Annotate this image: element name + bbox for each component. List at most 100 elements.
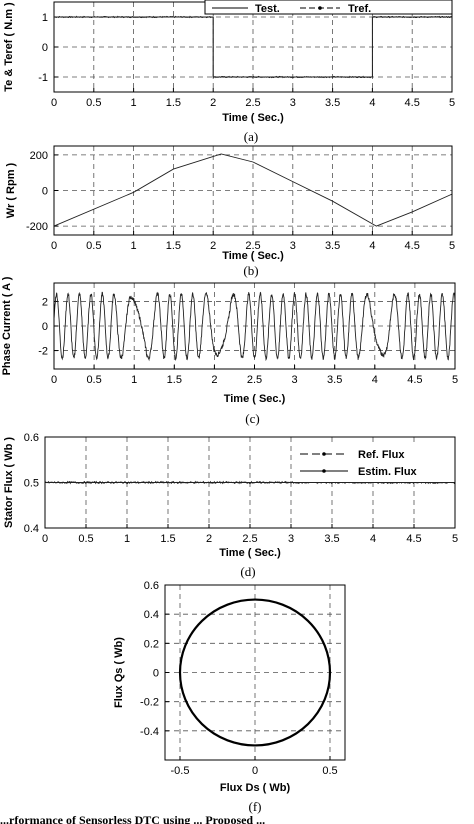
legend: Test. Tref. bbox=[204, 0, 453, 15]
x-tick-label: 2 bbox=[210, 97, 216, 109]
x-tick-label: 0 bbox=[51, 97, 57, 109]
x-tick-label: 5 bbox=[449, 240, 455, 252]
x-tick-label: 3.5 bbox=[327, 374, 342, 386]
x-tick-label: 5 bbox=[452, 533, 458, 545]
x-tick-label: 4 bbox=[369, 240, 375, 252]
series-line bbox=[54, 16, 452, 78]
x-axis-label: Time ( Sec.) bbox=[222, 250, 284, 262]
x-tick-label: 0 bbox=[51, 374, 57, 386]
series-line bbox=[53, 153, 453, 227]
panel-caption: (a) bbox=[244, 129, 258, 144]
x-tick-label: 4.5 bbox=[407, 374, 422, 386]
x-tick-label: 2.5 bbox=[245, 97, 260, 109]
x-tick-label: 1 bbox=[131, 240, 137, 252]
flux-locus bbox=[178, 598, 332, 747]
y-tick-label: 0.4 bbox=[24, 523, 39, 535]
y-tick-label: -0.4 bbox=[140, 726, 159, 738]
x-tick-label: 1.5 bbox=[166, 240, 181, 252]
x-tick-label: 0.5 bbox=[86, 374, 101, 386]
y-tick-label: 0 bbox=[42, 321, 48, 333]
plot-frame bbox=[53, 145, 453, 236]
plot-frame bbox=[44, 436, 456, 529]
chart-a: 0 0.5 1 1.5 2 2.5 3 3.5 4 4.5 5 1 0 -1 Test. Tref. Time … bbox=[3, 0, 455, 144]
y-axis-label: Stator Flux ( Wb ) bbox=[3, 437, 15, 528]
y-tick-label: 0.6 bbox=[24, 432, 39, 444]
y-tick-label: 2 bbox=[42, 296, 48, 308]
legend-marker bbox=[322, 469, 326, 473]
x-axis-label: Time ( Sec.) bbox=[219, 547, 281, 559]
x-tick-label: 0.5 bbox=[78, 533, 93, 545]
x-tick-label: 1.5 bbox=[167, 374, 182, 386]
x-tick-label: 4 bbox=[372, 374, 378, 386]
legend-box bbox=[204, 0, 453, 15]
x-tick-label: 5 bbox=[452, 374, 458, 386]
x-tick-label: 4 bbox=[370, 533, 376, 545]
x-tick-label: 4 bbox=[369, 97, 375, 109]
x-tick-label: 3 bbox=[290, 240, 296, 252]
x-tick-label: 0.5 bbox=[322, 765, 337, 777]
series-line bbox=[53, 291, 456, 362]
legend-entry: Estim. Flux bbox=[358, 466, 418, 478]
x-tick-label: 3.5 bbox=[325, 97, 340, 109]
x-tick-label: 3.5 bbox=[324, 533, 339, 545]
y-tick-label: 200 bbox=[30, 150, 48, 162]
x-tick-label: 0.5 bbox=[86, 240, 101, 252]
panel-caption: (b) bbox=[243, 263, 258, 278]
y-axis-label: Phase Current ( A ) bbox=[1, 276, 13, 375]
legend-entry: Test. bbox=[255, 3, 280, 15]
x-tick-label: 2 bbox=[211, 374, 217, 386]
y-axis-label: Te & Teref ( N.m ) bbox=[3, 2, 15, 92]
y-tick-label: 0.6 bbox=[144, 580, 159, 592]
y-tick-label: 0.2 bbox=[144, 638, 159, 650]
legend-marker bbox=[318, 6, 322, 10]
y-tick-label: 1 bbox=[42, 12, 48, 24]
legend-entry: Ref. Flux bbox=[358, 449, 405, 461]
x-tick-label: 0 bbox=[42, 533, 48, 545]
x-tick-label: 4.5 bbox=[405, 97, 420, 109]
x-tick-label: 2.5 bbox=[245, 240, 260, 252]
x-tick-label: 3.5 bbox=[325, 240, 340, 252]
panel-caption: (f) bbox=[249, 799, 262, 814]
y-axis-label: Flux Qs ( Wb) bbox=[113, 637, 125, 708]
x-axis-label: Time ( Sec.) bbox=[222, 112, 284, 124]
legend-entry: Tref. bbox=[348, 3, 371, 15]
chart-c: 0 0.5 1 1.5 2 2.5 3 3.5 4 4.5 5 2 0 -2 Time ( Sec.) Pha… bbox=[1, 276, 458, 426]
chart-d: 0 0.5 1 1.5 2 2.5 3 3.5 4 4.5 5 0.6 0.5 0.4 Ref. Flux E… bbox=[3, 432, 458, 579]
x-tick-label: 2.5 bbox=[247, 374, 262, 386]
x-tick-label: 5 bbox=[449, 97, 455, 109]
panel-caption: (c) bbox=[245, 411, 259, 426]
x-tick-label: 4.5 bbox=[405, 240, 420, 252]
x-axis-label: Time ( Sec.) bbox=[224, 393, 286, 405]
y-tick-label: 0 bbox=[42, 186, 48, 198]
x-tick-label: 3 bbox=[292, 374, 298, 386]
x-tick-label: 1 bbox=[131, 374, 137, 386]
y-tick-label: 0 bbox=[42, 42, 48, 54]
chart-f: -0.5 0 0.5 0.6 0.4 0.2 0 -0.2 -0.4 Flux Ds ( Wb) F… bbox=[113, 580, 346, 814]
legend-box bbox=[293, 444, 453, 482]
x-tick-label: 0 bbox=[51, 240, 57, 252]
figure-caption-fragment: ...rformance of Sensorless DTC using ...… bbox=[0, 813, 265, 824]
x-tick-label: 4.5 bbox=[406, 533, 421, 545]
x-tick-label: 3 bbox=[290, 97, 296, 109]
x-axis-label: Flux Ds ( Wb) bbox=[220, 782, 291, 794]
y-tick-label: -1 bbox=[38, 72, 48, 84]
x-tick-label: 1 bbox=[131, 97, 137, 109]
y-tick-label: 0.5 bbox=[24, 478, 39, 490]
y-tick-label: 0.4 bbox=[144, 609, 159, 621]
x-tick-label: 1.5 bbox=[160, 533, 175, 545]
y-tick-label: -0.2 bbox=[140, 697, 159, 709]
x-tick-label: 0 bbox=[252, 765, 258, 777]
plot-frame bbox=[53, 282, 456, 370]
x-tick-label: 2.5 bbox=[242, 533, 257, 545]
y-tick-label: -2 bbox=[38, 346, 48, 358]
x-tick-label: 3 bbox=[288, 533, 294, 545]
x-tick-label: 0.5 bbox=[86, 97, 101, 109]
y-tick-label: 0 bbox=[153, 668, 159, 680]
x-tick-label: 1.5 bbox=[166, 97, 181, 109]
y-tick-label: -200 bbox=[26, 221, 48, 233]
plot-frame bbox=[164, 584, 346, 761]
x-tick-label: 1 bbox=[124, 533, 130, 545]
x-tick-label: -0.5 bbox=[171, 765, 190, 777]
